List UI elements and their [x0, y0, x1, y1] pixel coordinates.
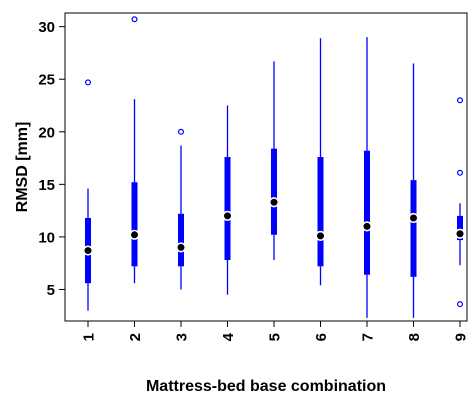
x-tick-label: 1 [81, 333, 98, 341]
plot-marks [82, 16, 466, 318]
x-tick-label: 9 [453, 333, 470, 341]
outlier-point [84, 79, 91, 86]
box-group-4 [222, 105, 233, 295]
box [364, 150, 370, 275]
x-tick-label: 4 [220, 332, 237, 341]
box [178, 213, 184, 267]
y-axis-title: RMSD [mm] [14, 122, 31, 213]
y-axis: 5 10 15 20 25 30 [38, 19, 65, 299]
box-group-3 [175, 128, 187, 290]
box [131, 182, 138, 267]
y-tick-label: 25 [38, 72, 55, 89]
outlier-point [178, 128, 185, 135]
median-marker [82, 245, 94, 256]
median-marker [129, 229, 140, 240]
x-tick-label: 8 [406, 333, 423, 341]
box [271, 148, 277, 235]
box-group-1 [82, 79, 94, 311]
x-tick-label: 6 [313, 333, 330, 341]
box [410, 180, 417, 277]
box-group-2 [129, 16, 140, 284]
x-tick-label: 3 [174, 333, 191, 341]
y-tick-label: 20 [38, 124, 55, 141]
x-tick-label: 5 [267, 333, 284, 341]
y-tick-label: 5 [47, 282, 55, 299]
box-group-9 [454, 97, 466, 308]
median-marker [454, 228, 466, 239]
box-group-6 [315, 38, 326, 286]
median-marker [175, 242, 187, 253]
median-marker [315, 230, 326, 241]
outlier-point [457, 169, 464, 176]
y-tick-label: 15 [38, 177, 55, 194]
x-axis-title: Mattress-bed base combination [146, 378, 386, 395]
x-tick-label: 2 [127, 333, 144, 341]
box-group-5 [268, 61, 280, 261]
median-marker [222, 210, 233, 221]
x-tick-label: 7 [360, 333, 377, 341]
plot-frame [64, 12, 468, 322]
y-tick-label: 30 [38, 19, 55, 36]
box [317, 157, 324, 267]
median-marker [361, 221, 373, 232]
box-group-8 [408, 63, 419, 318]
outlier-point [457, 97, 464, 104]
median-marker [408, 212, 419, 224]
box [224, 157, 231, 261]
outlier-point [457, 301, 464, 308]
x-axis: 1 2 3 4 5 6 7 8 9 [81, 321, 470, 341]
median-marker [268, 197, 280, 208]
outlier-point [131, 16, 138, 23]
box-group-7 [361, 37, 373, 318]
y-tick-label: 10 [38, 229, 55, 246]
box [457, 215, 463, 241]
